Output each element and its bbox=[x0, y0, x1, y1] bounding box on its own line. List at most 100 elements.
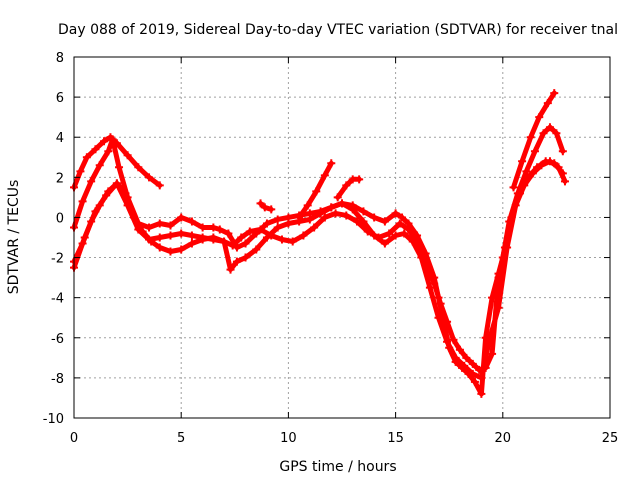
data-point bbox=[370, 231, 379, 240]
data-point bbox=[215, 225, 224, 234]
series-track-c bbox=[70, 157, 569, 382]
data-point bbox=[166, 221, 175, 230]
data-point bbox=[359, 217, 368, 226]
data-point bbox=[273, 223, 282, 232]
data-point bbox=[177, 213, 186, 222]
data-point bbox=[494, 303, 503, 312]
data-point bbox=[443, 317, 452, 326]
data-point bbox=[267, 205, 276, 214]
data-point bbox=[528, 169, 537, 178]
data-point bbox=[436, 299, 445, 308]
data-point bbox=[155, 181, 164, 190]
x-tick-label: 10 bbox=[280, 431, 297, 446]
data-point bbox=[166, 231, 175, 240]
data-point bbox=[299, 231, 308, 240]
data-point bbox=[511, 201, 520, 210]
data-point bbox=[468, 359, 477, 368]
data-point bbox=[342, 181, 351, 190]
data-point bbox=[155, 233, 164, 242]
data-point bbox=[260, 203, 269, 212]
data-point bbox=[115, 163, 124, 172]
data-point bbox=[380, 217, 389, 226]
data-point bbox=[460, 361, 469, 370]
data-point bbox=[145, 223, 154, 232]
data-point bbox=[237, 233, 246, 242]
data-point bbox=[80, 233, 89, 242]
data-point bbox=[535, 113, 544, 122]
data-point bbox=[95, 161, 104, 170]
data-point bbox=[408, 237, 417, 246]
data-point bbox=[470, 377, 479, 386]
data-point bbox=[209, 223, 218, 232]
data-point bbox=[522, 167, 531, 176]
data-point bbox=[134, 163, 143, 172]
series-branch-22h bbox=[509, 89, 559, 192]
data-point bbox=[198, 233, 207, 242]
data-point bbox=[100, 137, 109, 146]
x-tick-label: 15 bbox=[387, 431, 404, 446]
data-point bbox=[417, 253, 426, 262]
data-point bbox=[539, 129, 548, 138]
data-point bbox=[400, 229, 409, 238]
y-tick-label: 6 bbox=[56, 91, 64, 106]
data-point bbox=[78, 197, 87, 206]
y-tick-label: -2 bbox=[51, 252, 64, 267]
x-tick-label: 25 bbox=[602, 431, 619, 446]
data-point bbox=[391, 209, 400, 218]
axis-ticks: 0 5 10 15 20 25 -10 -8 -6 -4 -2 0 2 4 6 8 bbox=[43, 51, 619, 446]
data-point bbox=[155, 243, 164, 252]
data-point bbox=[145, 235, 154, 244]
data-point bbox=[102, 191, 111, 200]
data-point bbox=[312, 187, 321, 196]
data-point bbox=[262, 219, 271, 228]
data-point bbox=[104, 147, 113, 156]
data-point bbox=[76, 167, 85, 176]
data-point bbox=[385, 229, 394, 238]
y-tick-label: -10 bbox=[43, 412, 64, 427]
data-point bbox=[187, 239, 196, 248]
data-point bbox=[443, 337, 452, 346]
data-point bbox=[395, 219, 404, 228]
data-point bbox=[256, 199, 265, 208]
data-point bbox=[449, 335, 458, 344]
data-point bbox=[91, 207, 100, 216]
data-point bbox=[228, 241, 237, 250]
data-point bbox=[145, 173, 154, 182]
data-point bbox=[331, 209, 340, 218]
data-point bbox=[560, 177, 569, 186]
data-point bbox=[451, 353, 460, 362]
data-point bbox=[342, 211, 351, 220]
data-point bbox=[391, 231, 400, 240]
data-point bbox=[295, 213, 304, 222]
data-point bbox=[398, 213, 407, 222]
data-point bbox=[370, 213, 379, 222]
data-point bbox=[305, 215, 314, 224]
data-point bbox=[252, 245, 261, 254]
chart-title: Day 088 of 2019, Sidereal Day-to-day VTE… bbox=[58, 22, 618, 38]
series-branch-12h bbox=[295, 159, 336, 222]
data-point bbox=[232, 257, 241, 266]
data-point bbox=[545, 157, 554, 166]
data-point bbox=[187, 217, 196, 226]
data-point bbox=[198, 223, 207, 232]
data-point bbox=[209, 235, 218, 244]
data-point bbox=[177, 245, 186, 254]
data-point bbox=[488, 349, 497, 358]
y-tick-label: 2 bbox=[56, 171, 64, 186]
series-track-upper bbox=[70, 133, 164, 192]
data-point bbox=[177, 229, 186, 238]
data-point bbox=[224, 229, 233, 238]
data-point bbox=[320, 171, 329, 180]
data-point bbox=[503, 243, 512, 252]
data-point bbox=[355, 175, 364, 184]
data-point bbox=[91, 145, 100, 154]
y-tick-label: 4 bbox=[56, 131, 64, 146]
data-point bbox=[327, 203, 336, 212]
grid bbox=[74, 57, 610, 418]
data-point bbox=[485, 333, 494, 342]
y-tick-label: -6 bbox=[51, 332, 64, 347]
series-branch-13h bbox=[333, 175, 364, 202]
data-point bbox=[543, 99, 552, 108]
data-point bbox=[404, 225, 413, 234]
data-point bbox=[430, 279, 439, 288]
